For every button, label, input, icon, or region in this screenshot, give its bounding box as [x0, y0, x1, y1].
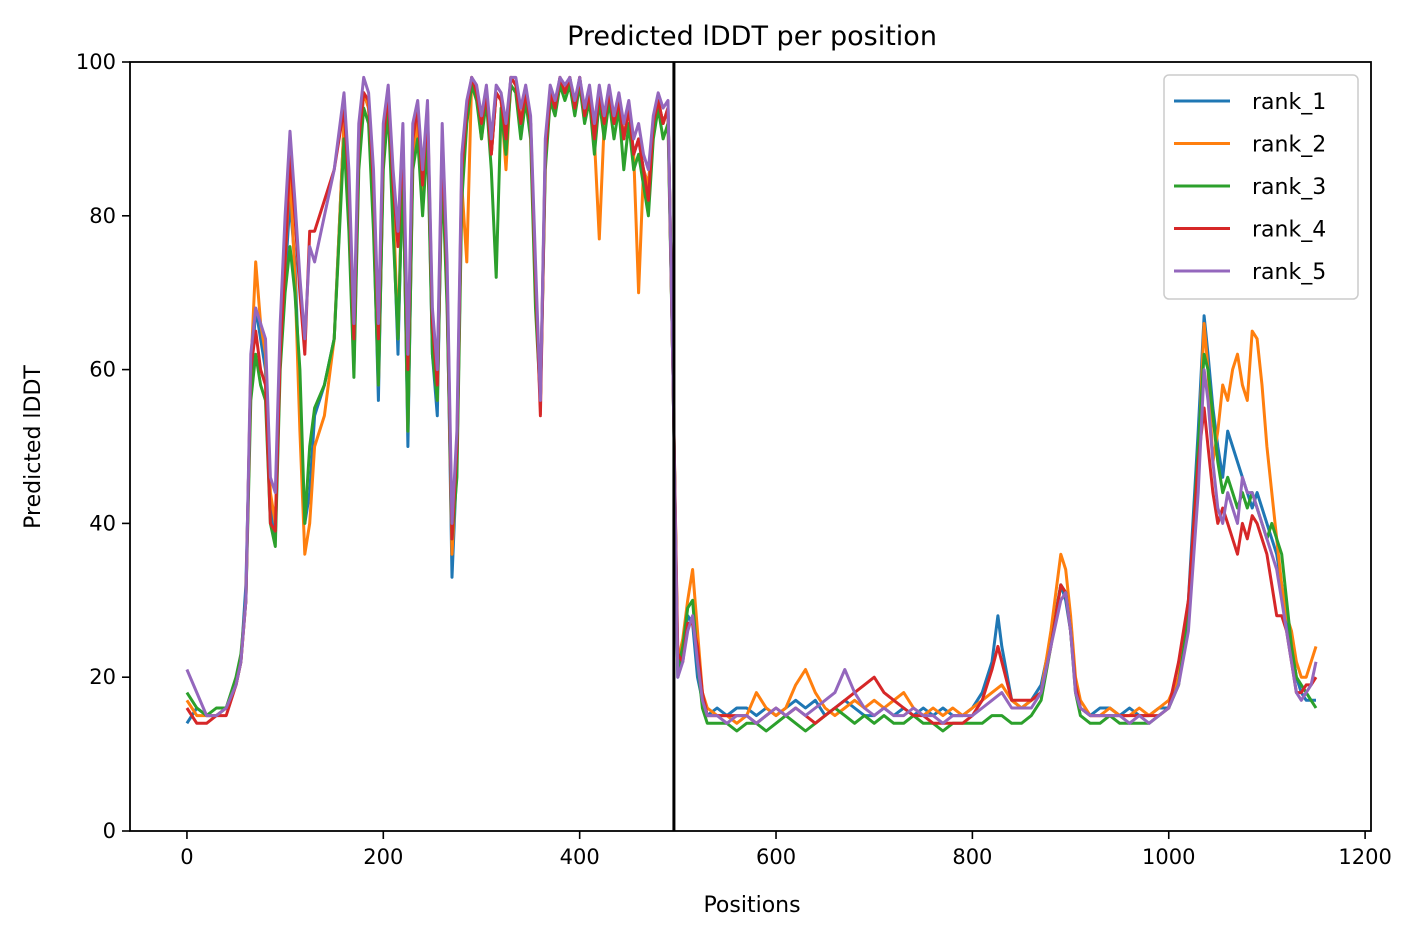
- x-tick-label: 1200: [1338, 845, 1391, 869]
- x-tick-label: 600: [756, 845, 796, 869]
- legend-label: rank_5: [1252, 260, 1326, 285]
- y-tick-label: 60: [89, 358, 116, 382]
- y-tick-label: 0: [103, 819, 116, 843]
- chart-title: Predicted lDDT per position: [567, 21, 937, 52]
- legend-label: rank_3: [1252, 175, 1326, 200]
- y-tick-label: 80: [89, 204, 116, 228]
- y-tick-label: 20: [89, 665, 116, 689]
- x-axis-label: Positions: [703, 893, 800, 918]
- plot-frame: [129, 61, 1372, 832]
- legend: rank_1 rank_2 rank_3 rank_4 rank_5: [1163, 74, 1359, 300]
- series-layer: [185, 75, 1318, 733]
- x-tick-label: 400: [560, 845, 600, 869]
- x-tick-label: 800: [952, 845, 992, 869]
- legend-label: rank_2: [1252, 133, 1326, 158]
- x-tick-label: 0: [180, 845, 193, 869]
- y-axis-ticks: 0 20 40 60 80 100: [76, 50, 130, 843]
- y-tick-label: 100: [76, 50, 116, 74]
- series-line-rank-5: [185, 75, 1318, 725]
- legend-label: rank_1: [1252, 90, 1326, 115]
- y-axis-label: Predicted lDDT: [21, 365, 46, 529]
- legend-label: rank_4: [1252, 218, 1326, 243]
- x-axis-ticks: 0 200 400 600 800 1000 1200: [180, 831, 1392, 869]
- y-tick-label: 40: [89, 511, 116, 535]
- legend-box: [1163, 74, 1359, 300]
- x-tick-label: 200: [363, 845, 403, 869]
- x-tick-label: 1000: [1142, 845, 1195, 869]
